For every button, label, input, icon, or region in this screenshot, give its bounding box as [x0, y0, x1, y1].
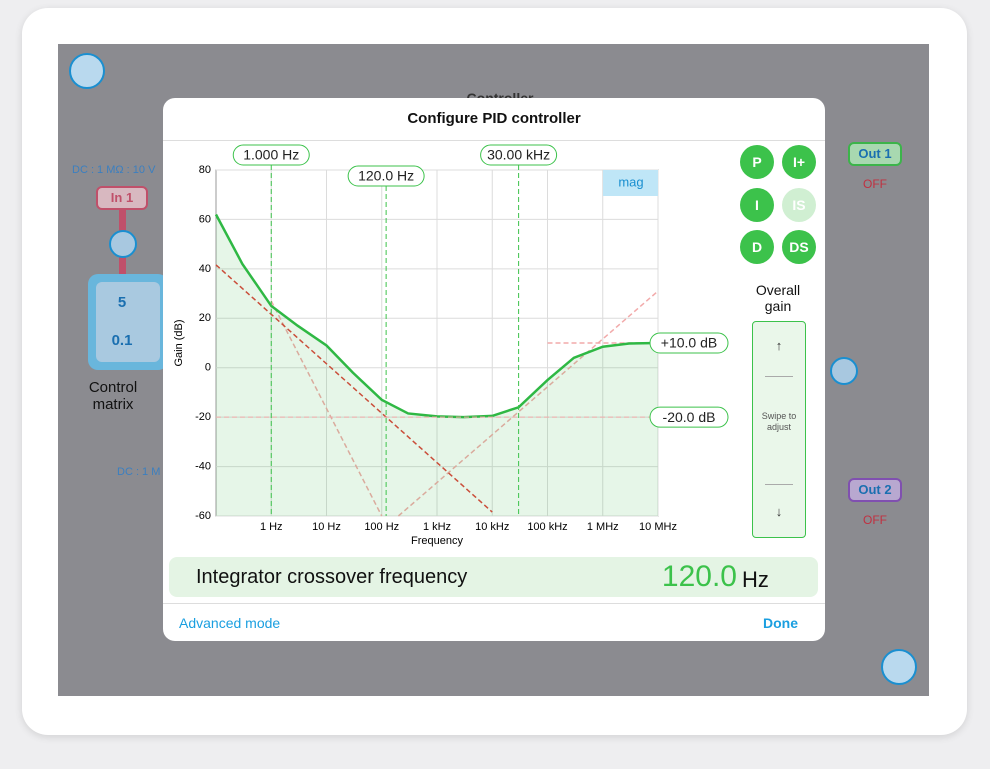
badge — [603, 170, 658, 196]
matrix-label: Control matrix — [88, 379, 138, 413]
swipe-up: ↑ — [775, 338, 783, 353]
x-tick-label: 1 MHz — [587, 521, 619, 533]
input-info: DC : 1 M — [117, 466, 161, 478]
y-tick-label: 40 — [199, 263, 211, 275]
marker-label: -20.0 dB — [663, 409, 716, 425]
swipe-hint: Swipe to adjust — [761, 411, 797, 432]
marker-pill — [232, 144, 310, 166]
output-node[interactable]: Out 2 — [848, 478, 902, 502]
y-tick-label: 80 — [199, 164, 211, 176]
line — [215, 264, 493, 513]
node-connector — [830, 357, 858, 385]
y-tick-label: -20 — [195, 411, 211, 423]
x-tick-label: 10 Hz — [312, 521, 341, 533]
marker-label: +10.0 dB — [661, 335, 717, 351]
readout-label: Integrator crossover frequency — [196, 566, 468, 588]
dialog-title: Configure PID controller — [163, 98, 825, 141]
matrix-cell: 5 — [117, 294, 127, 311]
marker-pill — [649, 332, 729, 354]
output-state: OFF — [863, 177, 887, 191]
output-state: OFF — [863, 513, 887, 527]
area — [216, 214, 658, 516]
control-matrix[interactable]: 5 0.1 — [88, 274, 168, 370]
x-tick-label: 1 Hz — [260, 521, 283, 533]
readout: Integrator crossover frequency 120.0 Hz — [169, 557, 818, 597]
term-button[interactable]: D — [740, 230, 774, 264]
y-tick-label: 20 — [199, 312, 211, 324]
scope-button[interactable] — [881, 649, 917, 685]
term-button[interactable]: IS — [782, 188, 816, 222]
matrix-cell: 0.1 — [111, 332, 133, 349]
term-button[interactable]: DS — [782, 230, 816, 264]
line — [270, 300, 383, 517]
output-node[interactable]: Out 1 — [848, 142, 902, 166]
gain-label: Overall gain — [755, 282, 801, 314]
gain-slider[interactable]: ↑ Swipe to adjust ↓ — [752, 321, 806, 538]
input-info: DC : 1 MΩ : 10 V — [72, 164, 156, 176]
advanced-mode[interactable]: Advanced mode — [179, 615, 281, 631]
node-connector — [109, 230, 137, 258]
term-button[interactable]: P — [740, 145, 774, 179]
y-tick-label: -60 — [195, 510, 211, 522]
marker-label: 120.0 Hz — [358, 168, 414, 184]
marker-label: 1.000 Hz — [243, 147, 299, 163]
x-tick-label: 10 kHz — [475, 521, 509, 533]
done-button[interactable]: Done — [763, 615, 798, 631]
readout-unit: Hz — [742, 567, 769, 592]
x-tick-label: 100 kHz — [527, 521, 567, 533]
line — [397, 290, 659, 517]
x-tick-label: 100 Hz — [364, 521, 399, 533]
menu-button[interactable] — [69, 53, 105, 89]
y-tick-label: 0 — [205, 362, 211, 374]
badge-label: mag — [618, 174, 643, 189]
readout-value: 120.0 — [661, 560, 737, 593]
line — [214, 213, 659, 419]
marker-pill — [649, 406, 729, 428]
marker-pill — [347, 165, 425, 187]
marker-label: 30.00 kHz — [487, 147, 550, 163]
term-button[interactable]: I+ — [782, 145, 816, 179]
marker-pill — [480, 144, 558, 166]
x-tick-label: 10 MHz — [639, 521, 677, 533]
x-tick-label: 1 kHz — [423, 521, 451, 533]
swipe-down: ↓ — [775, 504, 783, 519]
term-button[interactable]: I — [740, 188, 774, 222]
y-tick-label: 60 — [199, 213, 211, 225]
input-node[interactable]: In 1 — [96, 186, 148, 210]
y-axis-label: Gain (dB) — [173, 319, 185, 366]
x-axis-label: Frequency — [411, 535, 463, 547]
y-tick-label: -40 — [195, 460, 211, 472]
